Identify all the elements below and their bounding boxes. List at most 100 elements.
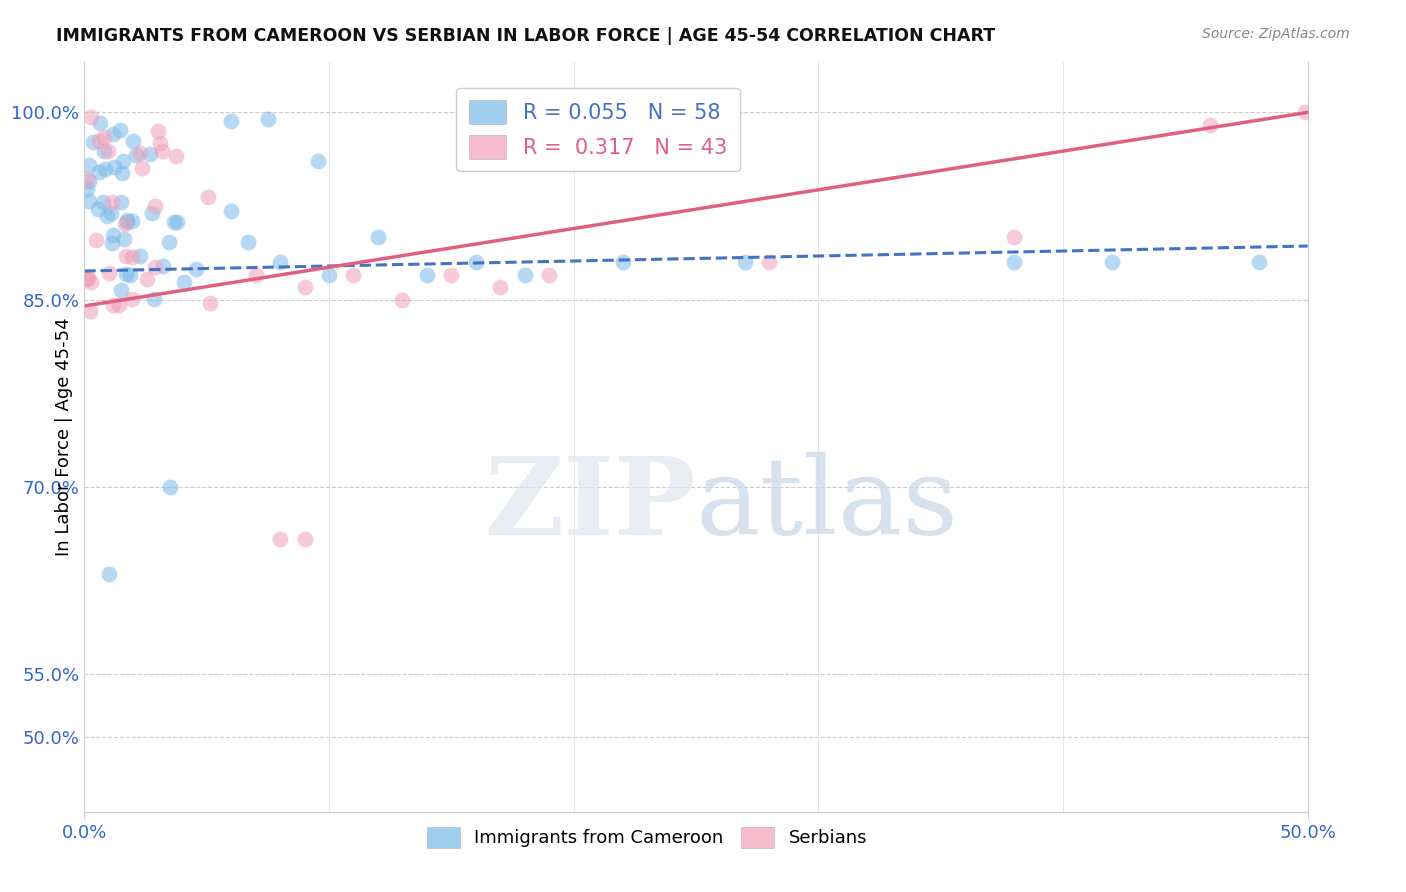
- Point: [89, 116, 111, 130]
- Point: [76, 172, 98, 186]
- Point: [97, 144, 120, 158]
- Point: [416, 268, 439, 282]
- Point: [125, 147, 148, 161]
- Point: [110, 283, 132, 297]
- Point: [173, 276, 195, 290]
- Y-axis label: In Labor Force | Age 45-54: In Labor Force | Age 45-54: [55, 318, 73, 557]
- Point: [1247, 255, 1270, 269]
- Text: ZIP: ZIP: [485, 451, 696, 558]
- Point: [245, 268, 267, 282]
- Point: [121, 251, 143, 265]
- Point: [1002, 255, 1025, 269]
- Point: [538, 268, 561, 282]
- Point: [93, 194, 115, 209]
- Point: [166, 215, 188, 229]
- Text: IMMIGRANTS FROM CAMEROON VS SERBIAN IN LABOR FORCE | AGE 45-54 CORRELATION CHART: IMMIGRANTS FROM CAMEROON VS SERBIAN IN L…: [56, 27, 995, 45]
- Point: [165, 149, 187, 163]
- Point: [87, 165, 110, 179]
- Point: [1198, 118, 1220, 132]
- Point: [97, 567, 120, 582]
- Point: [152, 259, 174, 273]
- Point: [115, 212, 138, 227]
- Point: [489, 280, 512, 294]
- Point: [1002, 230, 1025, 244]
- Point: [236, 235, 259, 249]
- Point: [115, 215, 138, 229]
- Point: [103, 160, 125, 174]
- Point: [100, 206, 122, 220]
- Point: [198, 296, 221, 310]
- Point: [107, 298, 129, 312]
- Point: [513, 268, 536, 282]
- Point: [294, 280, 316, 294]
- Point: [84, 233, 107, 247]
- Point: [269, 533, 291, 547]
- Point: [76, 272, 98, 286]
- Point: [219, 204, 242, 219]
- Point: [159, 480, 181, 494]
- Text: atlas: atlas: [696, 452, 959, 558]
- Point: [101, 228, 124, 243]
- Point: [76, 271, 98, 285]
- Point: [197, 190, 219, 204]
- Point: [143, 260, 166, 275]
- Point: [440, 268, 463, 282]
- Point: [1294, 105, 1316, 120]
- Point: [76, 182, 98, 196]
- Point: [94, 162, 117, 177]
- Point: [391, 293, 413, 307]
- Point: [118, 268, 141, 282]
- Point: [79, 303, 101, 318]
- Point: [110, 194, 132, 209]
- Point: [294, 533, 316, 547]
- Point: [307, 153, 329, 168]
- Point: [96, 209, 118, 223]
- Point: [142, 293, 165, 307]
- Point: [131, 161, 153, 176]
- Point: [139, 147, 162, 161]
- Point: [77, 158, 100, 172]
- Point: [108, 123, 131, 137]
- Point: [114, 249, 136, 263]
- Point: [93, 130, 115, 145]
- Point: [367, 230, 389, 244]
- Point: [76, 271, 98, 285]
- Point: [157, 235, 180, 249]
- Point: [1101, 255, 1123, 269]
- Point: [87, 202, 110, 216]
- Point: [122, 134, 145, 148]
- Point: [100, 195, 122, 210]
- Point: [163, 215, 186, 229]
- Point: [129, 145, 152, 160]
- Point: [111, 166, 134, 180]
- Point: [129, 249, 152, 263]
- Point: [77, 194, 100, 209]
- Point: [77, 174, 100, 188]
- Point: [93, 144, 115, 158]
- Point: [101, 298, 124, 312]
- Point: [114, 217, 136, 231]
- Legend: Immigrants from Cameroon, Serbians: Immigrants from Cameroon, Serbians: [420, 820, 875, 855]
- Point: [101, 236, 124, 251]
- Point: [318, 268, 340, 282]
- Point: [143, 199, 166, 213]
- Point: [758, 255, 780, 269]
- Point: [612, 255, 634, 269]
- Point: [146, 123, 169, 137]
- Point: [87, 134, 110, 148]
- Point: [150, 144, 173, 158]
- Point: [184, 261, 207, 276]
- Point: [97, 266, 120, 280]
- Point: [136, 271, 159, 285]
- Point: [114, 267, 136, 281]
- Point: [80, 111, 103, 125]
- Point: [342, 268, 364, 282]
- Point: [464, 255, 486, 269]
- Point: [256, 112, 278, 126]
- Point: [112, 232, 135, 246]
- Point: [121, 213, 143, 227]
- Point: [79, 276, 101, 290]
- Point: [221, 113, 243, 128]
- Point: [111, 153, 134, 168]
- Point: [121, 293, 143, 307]
